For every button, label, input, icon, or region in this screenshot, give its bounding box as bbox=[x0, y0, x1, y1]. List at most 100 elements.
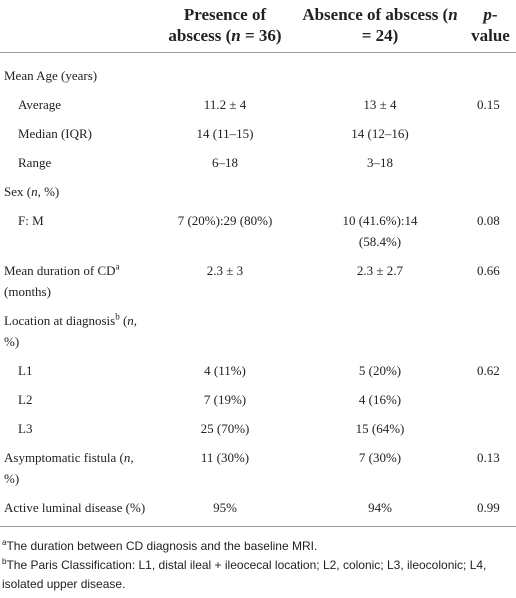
header-cell: p-value bbox=[465, 0, 516, 53]
text: ( bbox=[119, 313, 128, 328]
table-cell: 11 (30%) bbox=[200, 450, 250, 465]
results-table: Presence of abscess (n = 36) Absence of a… bbox=[0, 0, 516, 527]
table-cell: 0.13 bbox=[477, 450, 500, 465]
row-label: Active luminal disease (%) bbox=[0, 493, 155, 527]
table-cell: 7 (30%) bbox=[358, 450, 402, 465]
text: Asymptomatic fistula ( bbox=[4, 450, 124, 465]
superscript: b bbox=[2, 557, 7, 566]
table-cell: 4 (11%) bbox=[204, 363, 246, 378]
table-row: Range 6–18 3–18 bbox=[0, 148, 516, 177]
table-row: L2 7 (19%) 4 (16%) bbox=[0, 385, 516, 414]
text: Median (IQR) bbox=[18, 126, 93, 141]
text: L2 bbox=[18, 392, 33, 407]
table-cell: 7 (20%):29 (80%) bbox=[177, 213, 273, 228]
row-label: Sex (n, %) bbox=[0, 177, 155, 206]
sub-label: Median (IQR) bbox=[0, 119, 155, 148]
text: L1 bbox=[18, 363, 33, 378]
text: The duration between CD diagnosis and th… bbox=[6, 539, 318, 553]
header-row: Presence of abscess (n = 36) Absence of a… bbox=[0, 0, 516, 53]
table-cell bbox=[295, 306, 465, 356]
footnotes: aThe duration between CD diagnosis and t… bbox=[0, 527, 516, 594]
italic-text: n bbox=[231, 26, 241, 45]
text: F: M bbox=[18, 213, 44, 228]
table-cell bbox=[465, 53, 516, 91]
table-cell bbox=[295, 177, 465, 206]
italic-text: n bbox=[448, 5, 458, 24]
table-cell: 13 ± 4 bbox=[363, 97, 397, 112]
text: , %) bbox=[37, 184, 60, 199]
row-label: Mean Age (years) bbox=[0, 53, 155, 91]
table-cell: 11.2 ± 4 bbox=[203, 97, 247, 112]
text: Range bbox=[18, 155, 52, 170]
superscript: b bbox=[115, 311, 120, 322]
table-cell bbox=[465, 385, 516, 414]
row-label: Mean duration of CDa (months) bbox=[0, 256, 155, 306]
table-row: L3 25 (70%) 15 (64%) bbox=[0, 414, 516, 443]
table-row: Average 11.2 ± 4 13 ± 4 0.15 bbox=[0, 90, 516, 119]
table-cell bbox=[295, 53, 465, 91]
italic-text: n bbox=[123, 450, 131, 465]
italic-text: n bbox=[31, 184, 38, 199]
text: Average bbox=[18, 97, 62, 112]
table-row: Active luminal disease (%) 95% 94% 0.99 bbox=[0, 493, 516, 527]
text: Active luminal disease (%) bbox=[4, 500, 146, 515]
text: = 24) bbox=[361, 26, 399, 45]
table-cell: 6–18 bbox=[212, 155, 238, 170]
table-cell: 95% bbox=[155, 493, 295, 527]
table-row: Location at diagnosisb (n, %) bbox=[0, 306, 516, 356]
table-cell: 94% bbox=[295, 493, 465, 527]
table-cell: 3–18 bbox=[367, 155, 393, 170]
text: = 36) bbox=[240, 26, 282, 45]
row-label: Location at diagnosisb (n, %) bbox=[0, 306, 155, 356]
table-row: Asymptomatic fistula (n, %) 11 (30%) 7 (30… bbox=[0, 443, 516, 493]
table-cell: 14 (12–16) bbox=[351, 126, 409, 141]
text: L3 bbox=[18, 421, 33, 436]
header-cell: Presence of abscess (n = 36) bbox=[155, 0, 295, 53]
table-cell: 14 (11–15) bbox=[196, 126, 254, 141]
table-cell: 0.99 bbox=[465, 493, 516, 527]
table-cell: 4 (16%) bbox=[358, 392, 402, 407]
table-cell: 2.3 ± 3 bbox=[206, 263, 244, 278]
header-cell bbox=[0, 0, 155, 53]
table-cell: 15 (64%) bbox=[355, 421, 405, 436]
text: -value bbox=[471, 5, 510, 45]
text: Presence of abscess ( bbox=[168, 5, 267, 45]
table-row: Sex (n, %) bbox=[0, 177, 516, 206]
table-cell bbox=[155, 177, 295, 206]
table-cell: 7 (19%) bbox=[203, 392, 247, 407]
footnote: bThe Paris Classification: L1, distal il… bbox=[2, 556, 514, 594]
table-cell: 5 (20%) bbox=[358, 363, 402, 378]
table-row: Median (IQR) 14 (11–15) 14 (12–16) bbox=[0, 119, 516, 148]
sub-label: Average bbox=[0, 90, 155, 119]
table-cell bbox=[465, 306, 516, 356]
table-row: L1 4 (11%) 5 (20%) 0.62 bbox=[0, 356, 516, 385]
footnote: aThe duration between CD diagnosis and t… bbox=[2, 537, 514, 556]
text: Location at diagnosis bbox=[4, 313, 116, 328]
sub-label: F: M bbox=[0, 206, 155, 256]
superscript: a bbox=[2, 538, 7, 547]
text: , %) bbox=[4, 450, 134, 486]
table-cell: 2.3 ± 2.7 bbox=[356, 263, 404, 278]
table-cell bbox=[465, 148, 516, 177]
text: Mean Age (years) bbox=[4, 68, 98, 83]
table-cell bbox=[155, 306, 295, 356]
table-body: Mean Age (years) Average 11.2 ± 4 13 ± 4 0.1… bbox=[0, 53, 516, 527]
table-cell: 25 (70%) bbox=[200, 421, 250, 436]
table-cell bbox=[465, 119, 516, 148]
table-row: Mean Age (years) bbox=[0, 53, 516, 91]
text: Sex ( bbox=[4, 184, 32, 199]
row-label: Asymptomatic fistula (n, %) bbox=[0, 443, 155, 493]
sub-label: L3 bbox=[0, 414, 155, 443]
table-cell bbox=[465, 177, 516, 206]
superscript: a bbox=[115, 261, 120, 272]
text: Absence of abscess ( bbox=[302, 5, 449, 24]
text: (months) bbox=[4, 284, 51, 299]
text: , %) bbox=[4, 313, 138, 349]
header-cell: Absence of abscess (n = 24) bbox=[295, 0, 465, 53]
table-cell: 0.08 bbox=[477, 213, 500, 228]
text: Mean duration of CD bbox=[4, 263, 116, 278]
table-row: F: M 7 (20%):29 (80%) 10 (41.6%):14 (58.4%… bbox=[0, 206, 516, 256]
table-cell: 0.62 bbox=[477, 363, 500, 378]
sub-label: L2 bbox=[0, 385, 155, 414]
